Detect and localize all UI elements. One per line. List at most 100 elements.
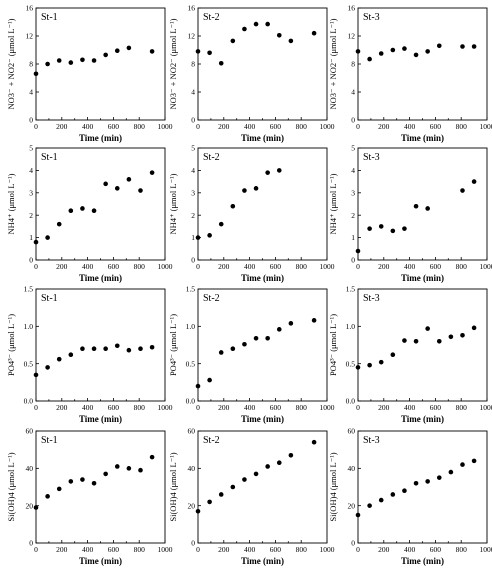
xlabel: Time (min): [401, 556, 444, 566]
y-tick-label: 4: [191, 166, 195, 175]
data-point: [91, 208, 97, 214]
data-point: [436, 338, 442, 344]
xlabel: Time (min): [401, 133, 444, 143]
y-tick-label: 2: [29, 211, 33, 220]
data-point: [45, 494, 50, 499]
data-point: [311, 318, 317, 323]
data-point: [390, 352, 396, 358]
axes-frame: [357, 288, 488, 402]
x-tick-label: 400: [82, 545, 94, 554]
x-tick-label: 400: [244, 545, 256, 554]
x-tick-label: 200: [56, 122, 68, 131]
data-point: [288, 38, 294, 44]
data-point: [460, 462, 465, 467]
data-point: [138, 188, 143, 193]
panel-2: 0 200 400 600 800 1000 0 4 8 12 16 Time (min) NO3⁻ +…: [168, 4, 335, 143]
axes-frame: [357, 430, 488, 544]
data-point: [149, 49, 155, 54]
ylabel: NH4⁺ (μmol L⁻¹): [6, 173, 16, 234]
data-point: [207, 50, 212, 56]
x-tick-label: 400: [82, 262, 94, 271]
x-tick-label: 600: [270, 545, 282, 554]
data-point: [126, 466, 132, 471]
x-tick-label: 200: [56, 545, 68, 554]
y-tick-label: 5: [29, 144, 33, 153]
data-point: [149, 170, 155, 175]
ylabel: NH4⁺ (μmol L⁻¹): [328, 173, 338, 234]
data-point: [253, 335, 259, 341]
y-tick-label: 2: [191, 211, 195, 220]
x-tick-label: 0: [34, 545, 38, 554]
data-point: [195, 508, 201, 514]
y-tick-label: 0: [351, 539, 355, 548]
data-point: [103, 471, 108, 477]
data-point: [33, 505, 39, 510]
y-tick-label: 1.0: [186, 322, 196, 331]
data-point: [91, 480, 97, 486]
data-point: [56, 58, 62, 63]
x-tick-label: 200: [218, 545, 230, 554]
data-point: [103, 181, 108, 187]
data-point: [367, 362, 372, 368]
data-point: [355, 248, 361, 254]
x-tick-label: 200: [378, 545, 390, 554]
data-point: [471, 179, 477, 184]
axes-frame: [35, 7, 166, 121]
x-tick-label: 400: [244, 122, 256, 131]
x-tick-label: 1000: [480, 122, 492, 131]
panel-label: St-3: [363, 293, 380, 304]
y-tick-label: 3: [29, 188, 33, 197]
data-point: [56, 221, 62, 227]
data-point: [390, 228, 396, 234]
x-tick-label: 800: [134, 122, 146, 131]
y-tick-label: 0.5: [186, 359, 196, 368]
data-point: [33, 71, 39, 77]
data-point: [265, 170, 270, 175]
x-tick-label: 1000: [320, 122, 335, 131]
xlabel: Time (min): [241, 414, 284, 424]
data-point: [413, 480, 419, 486]
data-point: [460, 332, 465, 338]
x-tick-label: 200: [378, 262, 390, 271]
panel-label: St-2: [203, 435, 220, 446]
x-tick-label: 0: [196, 122, 200, 131]
x-tick-label: 0: [196, 545, 200, 554]
data-point: [45, 235, 50, 240]
data-point: [207, 499, 212, 505]
panel-4: 0 200 400 600 800 1000 0 1 2 3 4 5 Time (min) NH4⁺ (μ…: [6, 144, 173, 283]
data-point: [288, 321, 294, 326]
xlabel: Time (min): [241, 556, 284, 566]
data-point: [68, 208, 74, 214]
data-point: [149, 454, 155, 460]
xlabel: Time (min): [79, 133, 122, 143]
y-tick-label: 20: [348, 501, 356, 510]
data-point: [378, 359, 384, 365]
panel-12: 0 200 400 600 800 1000 0 20 40 60 Time (min) Si(OH)…: [328, 427, 492, 566]
xlabel: Time (min): [79, 556, 122, 566]
data-point: [138, 346, 143, 352]
panel-7: 0 200 400 600 800 1000 0.0 0.5 1.0 1.5 Time (min) P…: [6, 285, 173, 424]
data-point: [218, 221, 224, 227]
y-tick-label: 0.5: [24, 359, 34, 368]
axes-frame: [357, 7, 488, 121]
x-tick-label: 1000: [320, 545, 335, 554]
xlabel: Time (min): [79, 414, 122, 424]
y-tick-label: 40: [348, 464, 356, 473]
data-point: [126, 177, 132, 182]
panel-11: 0 200 400 600 800 1000 0 20 40 60 Time (min) Si(OH)…: [168, 427, 335, 566]
ylabel: PO4³⁻ (μmol L⁻¹): [328, 314, 338, 376]
data-point: [149, 344, 155, 350]
x-tick-label: 800: [134, 262, 146, 271]
data-point: [425, 479, 430, 484]
y-tick-label: 0.0: [186, 397, 196, 406]
xlabel: Time (min): [241, 273, 284, 283]
data-point: [413, 203, 419, 209]
x-tick-label: 400: [82, 122, 94, 131]
data-point: [45, 61, 50, 67]
data-point: [390, 47, 396, 53]
data-point: [355, 512, 361, 518]
y-tick-label: 20: [26, 501, 34, 510]
data-point: [68, 60, 74, 65]
panel-label: St-1: [41, 435, 58, 446]
